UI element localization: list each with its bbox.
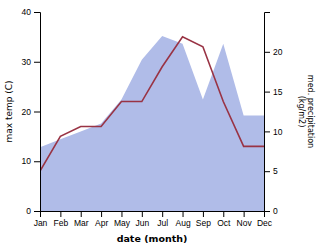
- tick-label: 5: [273, 166, 278, 176]
- tick: Dec: [257, 211, 273, 228]
- tick-label: 40: [22, 7, 32, 17]
- tick-mark: [142, 211, 143, 217]
- tick: 40: [22, 7, 40, 17]
- x-axis: Jan Feb Mar Apr May Jun Jul Aug Sep Oct Nov Dec: [34, 211, 273, 228]
- tick-label: Aug: [175, 218, 190, 228]
- tick-label: Jan: [34, 218, 48, 228]
- tick: Jun: [135, 211, 149, 228]
- tick: Apr: [95, 211, 108, 228]
- chart: JanFebMarAprMayJunJulAugSepOctNovDec0102…: [0, 0, 318, 247]
- tick: 0: [26, 206, 40, 216]
- tick-label: Sep: [196, 218, 211, 228]
- tick-mark: [223, 211, 224, 217]
- tick-label: Dec: [257, 218, 273, 228]
- axis-line: [34, 13, 41, 212]
- axis-line: [265, 13, 271, 212]
- tick-mark: [244, 211, 245, 217]
- plot: JanFebMarAprMayJunJulAugSepOctNovDec0102…: [4, 7, 315, 244]
- tick-mark: [101, 211, 102, 217]
- tick-mark: [34, 12, 40, 13]
- y2-axis-title: med. precipitation(kg/m2): [297, 75, 315, 148]
- tick: Sep: [196, 211, 211, 228]
- axis-line: [41, 212, 265, 218]
- marks: [40, 36, 264, 211]
- tick: May: [114, 211, 131, 228]
- tick-mark: [264, 171, 270, 172]
- tick: 30: [22, 57, 40, 67]
- tick: 20: [22, 107, 40, 117]
- precip-area: [40, 36, 264, 211]
- y-axis: 0 10 20 30 40: [22, 7, 41, 216]
- tick-label: 10: [22, 156, 32, 166]
- tick-mark: [34, 211, 40, 212]
- tick-mark: [81, 211, 82, 217]
- tick-label: 0: [273, 206, 278, 216]
- tick: Oct: [217, 211, 231, 228]
- tick-label: Nov: [237, 218, 253, 228]
- tick: 10: [264, 127, 283, 137]
- tick: 15: [264, 87, 283, 97]
- tick: Jan: [34, 211, 48, 228]
- tick-mark: [264, 131, 270, 132]
- x-axis-title: date (month): [117, 233, 188, 244]
- tick-mark: [60, 211, 61, 217]
- tick-label: 20: [273, 47, 283, 57]
- tick-label: Oct: [217, 218, 231, 228]
- tick-mark: [162, 211, 163, 217]
- tick-label: 10: [273, 127, 283, 137]
- tick-label: 20: [22, 107, 32, 117]
- tick-label: Mar: [74, 218, 89, 228]
- tick: 5: [264, 166, 278, 176]
- tick-mark: [183, 211, 184, 217]
- tick: Mar: [74, 211, 89, 228]
- tick-label: 0: [26, 206, 31, 216]
- tick-label: Feb: [54, 218, 69, 228]
- tick-label: Jul: [157, 218, 168, 228]
- tick-label: 30: [22, 57, 32, 67]
- temp-line: [40, 37, 264, 171]
- tick: Nov: [237, 211, 253, 228]
- tick-label: May: [114, 218, 131, 228]
- tick: Feb: [54, 211, 69, 228]
- tick-mark: [34, 112, 40, 113]
- tick: Jul: [157, 211, 168, 228]
- tick-mark: [264, 52, 270, 53]
- tick: 20: [264, 47, 283, 57]
- tick-mark: [34, 161, 40, 162]
- tick-mark: [264, 92, 270, 93]
- y2-axis-title-line: (kg/m2): [297, 96, 306, 128]
- tick: 10: [22, 156, 40, 166]
- tick: 0: [264, 206, 278, 216]
- tick-label: 15: [273, 87, 283, 97]
- tick-mark: [264, 211, 270, 212]
- tick-label: Jun: [135, 218, 149, 228]
- tick-label: Apr: [95, 218, 108, 228]
- y2-axis: 0 5 10 15 20: [264, 13, 283, 217]
- y-axis-title: max temp (C): [4, 80, 14, 142]
- y2-axis-title-line: med. precipitation: [306, 75, 315, 148]
- tick: Aug: [175, 211, 190, 228]
- tick-mark: [34, 62, 40, 63]
- tick-mark: [121, 211, 122, 217]
- tick-mark: [203, 211, 204, 217]
